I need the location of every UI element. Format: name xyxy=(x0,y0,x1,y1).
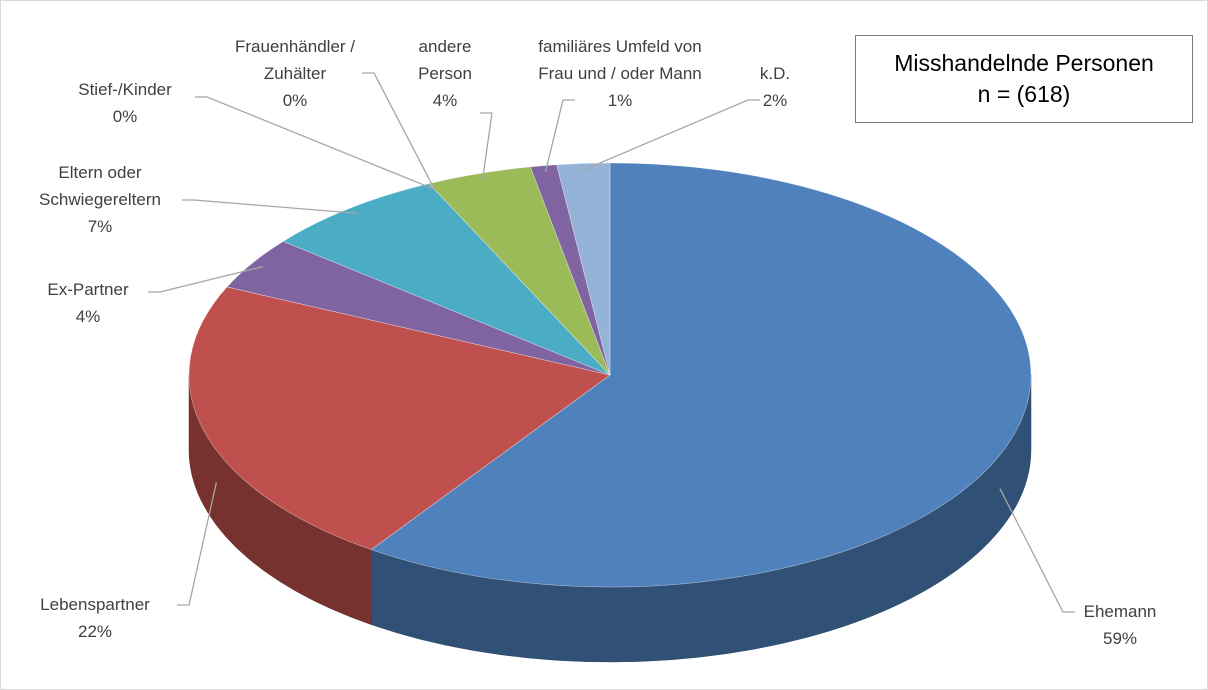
category-label: Frauenhändler / Zuhälter xyxy=(234,37,356,83)
category-label: familiäres Umfeld von Frau und / oder Ma… xyxy=(538,37,702,83)
value-label: 4% xyxy=(432,91,458,110)
value-label: 0% xyxy=(282,91,308,110)
value-label: 0% xyxy=(112,107,138,126)
slice xyxy=(282,183,611,376)
category-label: Ehemann xyxy=(1083,602,1157,621)
leader-line xyxy=(177,482,218,606)
value-label: 59% xyxy=(1102,629,1138,648)
leader-line xyxy=(195,96,435,190)
slice xyxy=(370,162,1032,588)
category-label: andere Person xyxy=(418,37,472,83)
leader-line xyxy=(999,488,1075,613)
leader-line xyxy=(583,99,760,171)
value-label: 22% xyxy=(77,622,113,641)
leader-line xyxy=(148,265,264,293)
slice xyxy=(188,286,611,550)
category-label: Lebenspartner xyxy=(40,595,150,614)
leader-line xyxy=(182,199,358,215)
chart-title: Misshandelnde Personen xyxy=(894,50,1154,76)
value-label: 2% xyxy=(762,91,788,110)
category-label: Ex-Partner xyxy=(47,280,129,299)
category-label: k.D. xyxy=(759,64,791,83)
chart-subtitle: n = (618) xyxy=(977,81,1071,107)
title-box: Misshandelnde Personen n = (618) xyxy=(855,35,1193,123)
leader-line xyxy=(362,72,436,190)
leader-line xyxy=(544,99,575,173)
leader-line xyxy=(480,112,493,180)
slice xyxy=(556,162,611,376)
value-label: 4% xyxy=(75,307,101,326)
category-label: Stief-/Kinder xyxy=(78,80,172,99)
value-label: 1% xyxy=(607,91,633,110)
category-label: Eltern oder Schwiegereltern xyxy=(39,163,161,209)
value-label: 7% xyxy=(87,217,113,236)
